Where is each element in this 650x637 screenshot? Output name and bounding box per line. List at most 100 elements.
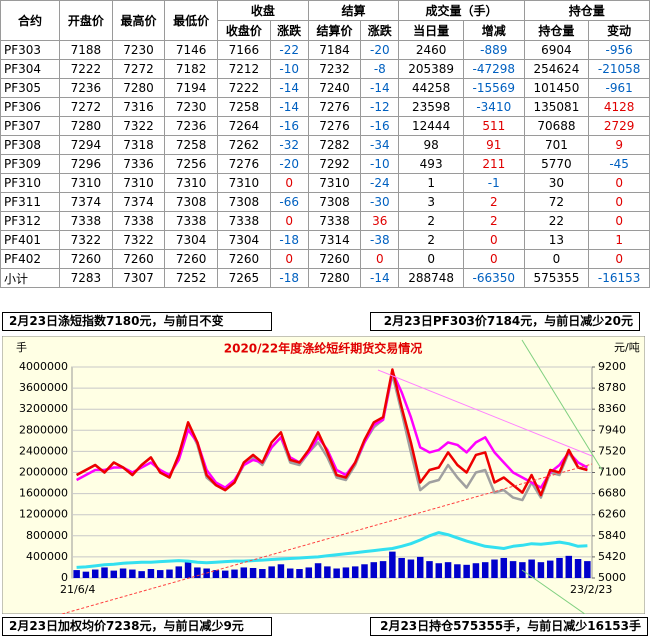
header-cell: 收盘 <box>217 0 309 21</box>
value-cell: 3 <box>398 192 464 212</box>
contract-cell: PF401 <box>0 230 60 250</box>
header-cell: 变动 <box>588 20 650 41</box>
table-row: PF401 7322 7322 7304 7304 -18 7314 -38 2 0 13 1 <box>0 230 650 250</box>
header-cell: 最低价 <box>164 0 219 41</box>
volume-bar <box>379 561 387 578</box>
value-cell: 4128 <box>588 97 650 117</box>
value-cell: 23598 <box>398 97 464 117</box>
volume-bar <box>537 562 545 578</box>
value-cell: 7184 <box>307 40 362 60</box>
value-cell: 135081 <box>523 97 590 117</box>
value-cell: -66 <box>269 192 309 212</box>
value-cell: 211 <box>462 154 525 174</box>
table-row: PF312 7338 7338 7338 7338 0 7338 36 2 2 22 0 <box>0 211 650 231</box>
price-line <box>76 368 588 497</box>
value-cell: 7322 <box>111 116 166 136</box>
quote-table: 合约 开盘价 最高价 最低价 收盘 结算 成交量（手） 持仓量 收盘价 涨跌 结… <box>0 0 650 288</box>
table-row: PF304 7222 7272 7182 7212 -10 7232 -8 205389 -472… <box>0 59 650 79</box>
y2-tick-label: 8360 <box>598 402 626 415</box>
value-cell: 7322 <box>59 230 113 250</box>
contract-cell: PF304 <box>0 59 60 79</box>
volume-bar <box>584 561 591 578</box>
volume-bar <box>286 568 294 578</box>
value-cell: 7310 <box>59 173 113 193</box>
value-cell: -14 <box>360 268 400 288</box>
value-cell: -16 <box>269 116 309 136</box>
x-tick-label: 21/6/4 <box>60 583 95 596</box>
value-cell: 7310 <box>217 173 271 193</box>
table-row: PF303 7188 7230 7146 7166 -22 7184 -20 2460 -889 6… <box>0 40 650 60</box>
table-row: PF307 7280 7322 7236 7264 -16 7276 -16 12444 511 7… <box>0 116 650 136</box>
value-cell: 0 <box>462 230 525 250</box>
y2-tick-label: 5000 <box>598 571 626 584</box>
value-cell: 7292 <box>307 154 362 174</box>
value-cell: 7260 <box>164 249 219 269</box>
volume-bar <box>305 567 313 578</box>
value-cell: 0 <box>462 249 525 269</box>
value-cell: 7166 <box>217 40 271 60</box>
value-cell: 7265 <box>217 268 271 288</box>
value-cell: 7232 <box>307 59 362 79</box>
contract-cell: PF309 <box>0 154 60 174</box>
value-cell: 7264 <box>217 116 271 136</box>
volume-bar <box>296 569 303 578</box>
volume-bar <box>389 551 396 578</box>
header-cell: 持仓量 <box>523 0 650 21</box>
volume-bar <box>156 570 164 578</box>
value-cell: 7282 <box>307 135 362 155</box>
value-cell: -47298 <box>462 59 525 79</box>
y2-tick-label: 6260 <box>598 508 626 521</box>
trend-line <box>61 463 593 614</box>
header-cell: 涨跌 <box>360 20 400 41</box>
value-cell: 7272 <box>111 59 166 79</box>
value-cell: 98 <box>398 135 464 155</box>
value-cell: 22 <box>523 211 590 231</box>
value-cell: 2460 <box>398 40 464 60</box>
value-cell: -18 <box>269 230 309 250</box>
value-cell: 7374 <box>111 192 166 212</box>
volume-bar <box>194 567 201 578</box>
value-cell: 0 <box>269 211 309 231</box>
trend-line <box>377 369 593 457</box>
value-cell: 0 <box>523 249 590 269</box>
y2-tick-label: 7940 <box>598 423 626 436</box>
y2-tick-label: 6680 <box>598 487 626 500</box>
value-cell: 7338 <box>164 211 219 231</box>
y-tick-label: 1200000 <box>19 508 68 521</box>
volume-bar <box>259 569 266 578</box>
y-tick-label: 3600000 <box>19 381 68 394</box>
value-cell: 7212 <box>217 59 271 79</box>
volume-bar <box>110 570 118 578</box>
contract-cell: PF402 <box>0 249 60 269</box>
value-cell: 511 <box>462 116 525 136</box>
value-cell: 7258 <box>164 135 219 155</box>
value-cell: 72 <box>523 192 590 212</box>
value-cell: 7304 <box>217 230 271 250</box>
y2-tick-label: 8780 <box>598 381 626 394</box>
header-cell: 当日量 <box>398 20 464 41</box>
value-cell: 493 <box>398 154 464 174</box>
value-cell: 7308 <box>217 192 271 212</box>
value-cell: 7374 <box>59 192 113 212</box>
volume-bar <box>565 555 573 578</box>
header-cell: 结算价 <box>307 20 362 41</box>
value-cell: 701 <box>523 135 590 155</box>
value-cell: -889 <box>462 40 525 60</box>
value-cell: 7316 <box>111 97 166 117</box>
value-cell: -30 <box>360 192 400 212</box>
value-cell: -10 <box>269 59 309 79</box>
table-row: PF402 7260 7260 7260 7260 0 7260 0 0 0 0 0 <box>0 249 650 269</box>
value-cell: 0 <box>588 211 650 231</box>
value-cell: -21058 <box>588 59 650 79</box>
volume-bar <box>342 567 350 578</box>
y2-tick-label: 5840 <box>598 529 626 542</box>
volume-bar <box>231 569 238 578</box>
value-cell: 7296 <box>59 154 113 174</box>
y-tick-label: 2000000 <box>19 466 68 479</box>
table-row: PF309 7296 7336 7256 7276 -20 7292 -10 493 211 577… <box>0 154 650 174</box>
volume-bar <box>212 570 220 578</box>
value-cell: 7308 <box>307 192 362 212</box>
value-cell: 7314 <box>307 230 362 250</box>
value-cell: 7336 <box>111 154 166 174</box>
value-cell: -20 <box>269 154 309 174</box>
